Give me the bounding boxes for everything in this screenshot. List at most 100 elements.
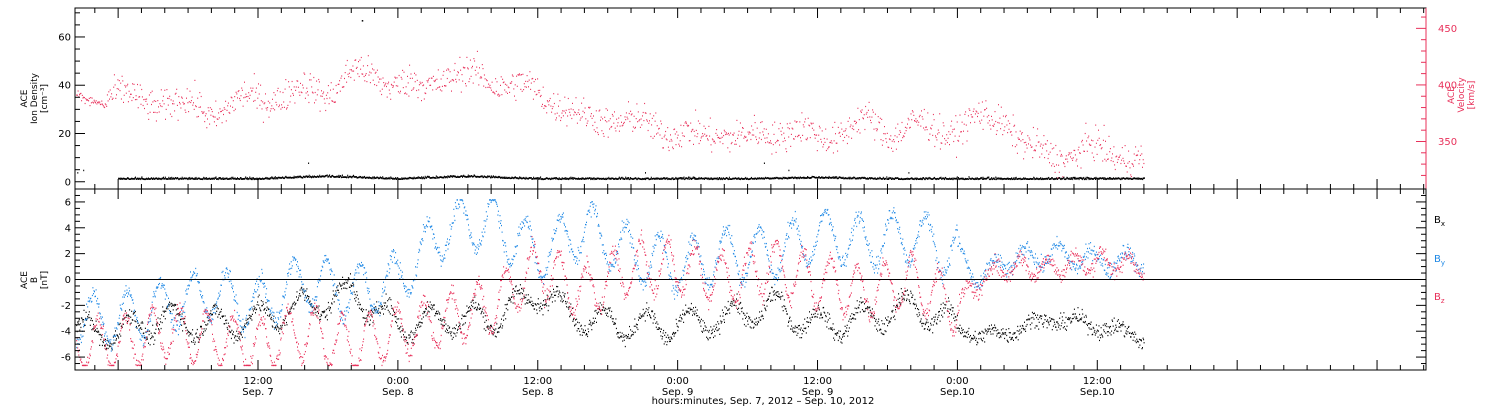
density-point — [963, 178, 965, 180]
bx-point — [294, 303, 296, 305]
density-point — [1079, 177, 1081, 179]
bx-point — [329, 308, 331, 310]
bx-point — [698, 316, 700, 318]
density-point — [1024, 177, 1026, 180]
velocity-point — [389, 93, 391, 95]
density-point — [196, 178, 198, 180]
velocity-point — [849, 117, 850, 119]
bx-point — [838, 335, 840, 338]
velocity-point — [432, 75, 434, 77]
density-point — [937, 178, 939, 180]
bx-point — [806, 321, 808, 323]
velocity-point — [286, 108, 287, 110]
bx-point — [419, 321, 421, 323]
density-point — [820, 177, 822, 179]
density-point — [540, 176, 542, 178]
bx-point — [411, 341, 413, 344]
velocity-point — [172, 103, 173, 105]
density-point — [472, 175, 474, 178]
velocity-point — [119, 90, 121, 92]
density-point — [269, 178, 271, 180]
velocity-point — [198, 106, 200, 108]
density-point — [547, 177, 549, 180]
bx-point — [193, 337, 195, 339]
density-point — [363, 176, 365, 178]
velocity-point — [621, 125, 623, 127]
bx-point — [923, 328, 925, 330]
density-point — [812, 176, 814, 178]
bx-point — [638, 316, 640, 318]
density-point — [323, 175, 325, 177]
velocity-point — [180, 107, 182, 109]
bx-point — [718, 323, 720, 325]
bx-point — [762, 318, 764, 320]
velocity-point — [927, 112, 929, 114]
density-point — [605, 178, 607, 181]
bx-point — [514, 290, 516, 292]
density-point — [286, 176, 288, 179]
bx-point — [845, 330, 847, 333]
velocity-point — [427, 81, 429, 83]
velocity-point — [574, 112, 576, 114]
density-point — [566, 177, 568, 180]
bx-point — [597, 313, 598, 315]
density-point — [748, 178, 750, 181]
density-point — [1005, 177, 1007, 180]
velocity-point — [518, 74, 520, 76]
velocity-point — [546, 100, 548, 102]
bx-point — [966, 331, 968, 333]
velocity-point — [884, 133, 886, 135]
bx-point — [781, 306, 783, 308]
bx-point — [677, 326, 679, 328]
density-point — [878, 177, 880, 180]
velocity-point — [971, 116, 973, 118]
density-point — [710, 178, 712, 180]
velocity-point — [695, 129, 697, 131]
bx-point — [953, 317, 955, 319]
bx-point — [902, 298, 904, 301]
velocity-point — [346, 81, 348, 83]
bx-point — [321, 314, 323, 317]
density-point — [1068, 178, 1070, 180]
density-point — [646, 177, 648, 180]
bx-point — [582, 331, 584, 333]
velocity-point — [536, 93, 538, 95]
velocity-point — [951, 120, 953, 122]
density-point — [1085, 176, 1087, 179]
density-point — [565, 177, 567, 179]
bx-point — [657, 328, 659, 330]
bx-point — [569, 316, 571, 318]
velocity-point — [587, 120, 589, 122]
density-point — [939, 177, 941, 179]
velocity-point — [689, 140, 691, 142]
velocity-point — [281, 106, 283, 109]
bx-point — [138, 325, 140, 327]
bx-point — [774, 299, 776, 301]
velocity-point — [176, 88, 178, 90]
bx-point — [215, 313, 217, 315]
bx-point — [101, 344, 103, 347]
bx-point — [803, 327, 805, 329]
density-point — [378, 177, 380, 180]
velocity-point — [345, 64, 347, 66]
velocity-point — [704, 133, 706, 135]
density-point — [1073, 177, 1075, 179]
density-point — [899, 178, 901, 180]
density-point — [359, 175, 361, 178]
bx-point — [672, 333, 674, 335]
velocity-point — [360, 68, 362, 70]
velocity-point — [832, 152, 834, 154]
bx-point — [391, 307, 393, 309]
bx-point — [801, 333, 803, 335]
bx-point — [175, 304, 177, 306]
velocity-point — [719, 141, 721, 143]
density-point — [219, 177, 220, 179]
bx-point — [421, 322, 423, 324]
velocity-point — [125, 86, 127, 88]
density-point — [246, 177, 248, 179]
density-point — [730, 178, 732, 180]
velocity-point — [1037, 128, 1039, 130]
density-point — [260, 178, 262, 180]
density-point — [804, 176, 806, 179]
velocity-point — [850, 124, 852, 126]
